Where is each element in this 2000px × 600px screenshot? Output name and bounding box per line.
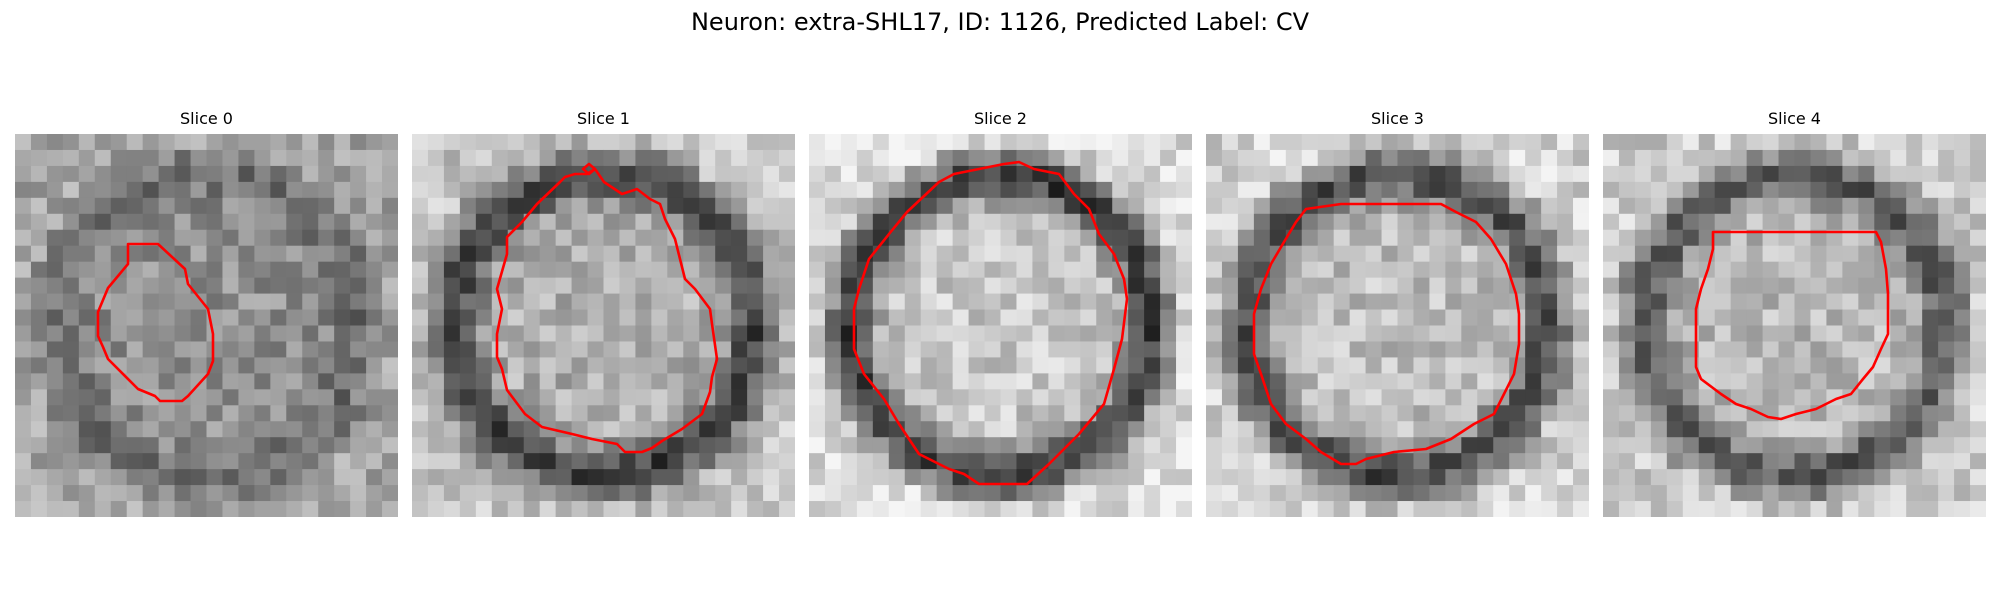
slice-panel-2: Slice 2 bbox=[809, 108, 1192, 517]
slice-title: Slice 2 bbox=[974, 109, 1027, 128]
slice-image bbox=[412, 134, 795, 517]
slice-title: Slice 4 bbox=[1768, 109, 1821, 128]
slice-image bbox=[1603, 134, 1986, 517]
slice-image bbox=[809, 134, 1192, 517]
segmentation-contour bbox=[96, 242, 215, 403]
grayscale-pixels bbox=[1603, 134, 1986, 517]
slice-panel-4: Slice 4 bbox=[1603, 108, 1986, 517]
slice-title: Slice 0 bbox=[180, 109, 233, 128]
slice-title: Slice 1 bbox=[577, 109, 630, 128]
slice-panel-0: Slice 0 bbox=[15, 108, 398, 517]
segmentation-contour bbox=[852, 160, 1129, 486]
grayscale-pixels bbox=[412, 134, 795, 517]
slice-image bbox=[1206, 134, 1589, 517]
segmentation-contour bbox=[495, 162, 719, 454]
segmentation-contour bbox=[1694, 230, 1890, 421]
grayscale-pixels bbox=[809, 134, 1192, 517]
grayscale-pixels bbox=[1206, 134, 1589, 517]
slice-panel-1: Slice 1 bbox=[412, 108, 795, 517]
segmentation-contour bbox=[1252, 202, 1521, 466]
figure-title: Neuron: extra-SHL17, ID: 1126, Predicted… bbox=[690, 8, 1310, 36]
grayscale-pixels bbox=[15, 134, 398, 517]
slice-title: Slice 3 bbox=[1371, 109, 1424, 128]
slice-image bbox=[15, 134, 398, 517]
slice-panel-3: Slice 3 bbox=[1206, 108, 1589, 517]
